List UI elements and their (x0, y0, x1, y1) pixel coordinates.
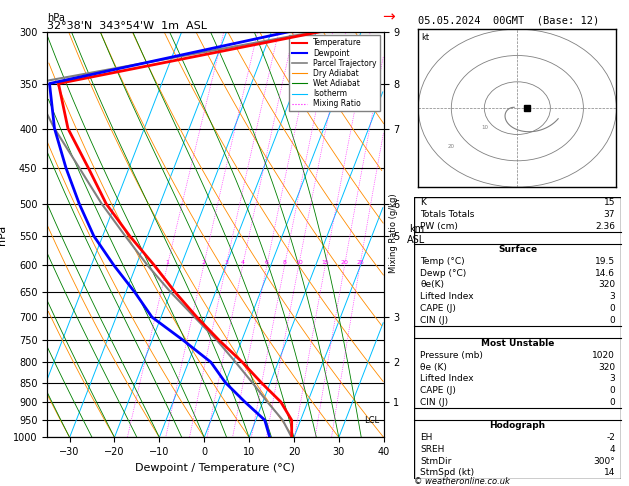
Text: Mixing Ratio (g/kg): Mixing Ratio (g/kg) (389, 193, 398, 273)
Text: 0: 0 (610, 315, 615, 325)
Text: 32°38'N  343°54'W  1m  ASL: 32°38'N 343°54'W 1m ASL (47, 21, 207, 31)
Text: 0: 0 (610, 386, 615, 395)
Text: CIN (J): CIN (J) (420, 398, 448, 407)
Text: 10: 10 (481, 125, 488, 130)
Text: 0: 0 (610, 398, 615, 407)
Text: 8: 8 (282, 260, 287, 265)
Text: 4: 4 (610, 445, 615, 454)
Text: 10: 10 (295, 260, 303, 265)
Text: -2: -2 (606, 433, 615, 442)
Text: 3: 3 (610, 374, 615, 383)
Text: 15: 15 (604, 198, 615, 207)
Text: 320: 320 (598, 280, 615, 290)
Text: CIN (J): CIN (J) (420, 315, 448, 325)
Text: 320: 320 (598, 363, 615, 372)
Text: EH: EH (420, 433, 433, 442)
Text: CAPE (J): CAPE (J) (420, 304, 456, 313)
Text: Totals Totals: Totals Totals (420, 210, 474, 219)
Text: 1020: 1020 (593, 351, 615, 360)
Text: hPa: hPa (47, 13, 65, 23)
Text: © weatheronline.co.uk: © weatheronline.co.uk (414, 477, 509, 486)
Text: 37: 37 (604, 210, 615, 219)
Text: 14: 14 (604, 469, 615, 477)
Text: 05.05.2024  00GMT  (Base: 12): 05.05.2024 00GMT (Base: 12) (418, 16, 599, 26)
Text: 4: 4 (241, 260, 245, 265)
Text: 19.5: 19.5 (595, 257, 615, 266)
Text: 15: 15 (321, 260, 329, 265)
Text: Hodograph: Hodograph (489, 421, 546, 431)
Y-axis label: km
ASL: km ASL (407, 224, 425, 245)
Text: Temp (°C): Temp (°C) (420, 257, 465, 266)
Text: θe (K): θe (K) (420, 363, 447, 372)
Y-axis label: hPa: hPa (0, 225, 8, 244)
Text: 0: 0 (610, 304, 615, 313)
Text: 3: 3 (224, 260, 228, 265)
Text: 2: 2 (202, 260, 206, 265)
Text: Lifted Index: Lifted Index (420, 374, 474, 383)
Text: 20: 20 (341, 260, 348, 265)
Text: 6: 6 (265, 260, 269, 265)
X-axis label: Dewpoint / Temperature (°C): Dewpoint / Temperature (°C) (135, 463, 296, 473)
Text: 14.6: 14.6 (595, 269, 615, 278)
Text: Dewp (°C): Dewp (°C) (420, 269, 466, 278)
Legend: Temperature, Dewpoint, Parcel Trajectory, Dry Adiabat, Wet Adiabat, Isotherm, Mi: Temperature, Dewpoint, Parcel Trajectory… (289, 35, 380, 111)
Text: Most Unstable: Most Unstable (481, 339, 554, 348)
Text: Pressure (mb): Pressure (mb) (420, 351, 483, 360)
Text: K: K (420, 198, 426, 207)
Text: Surface: Surface (498, 245, 537, 254)
Text: kt: kt (421, 33, 430, 42)
Text: 2.36: 2.36 (595, 222, 615, 231)
Text: PW (cm): PW (cm) (420, 222, 458, 231)
Text: 300°: 300° (594, 456, 615, 466)
Text: SREH: SREH (420, 445, 445, 454)
Text: StmSpd (kt): StmSpd (kt) (420, 469, 474, 477)
Text: 25: 25 (356, 260, 364, 265)
Text: CAPE (J): CAPE (J) (420, 386, 456, 395)
Text: 20: 20 (448, 144, 455, 149)
Text: →: → (382, 10, 395, 24)
Text: LCL: LCL (364, 416, 379, 425)
Text: θe(K): θe(K) (420, 280, 444, 290)
Text: 3: 3 (610, 292, 615, 301)
Text: StmDir: StmDir (420, 456, 452, 466)
Text: 1: 1 (165, 260, 169, 265)
Text: Lifted Index: Lifted Index (420, 292, 474, 301)
